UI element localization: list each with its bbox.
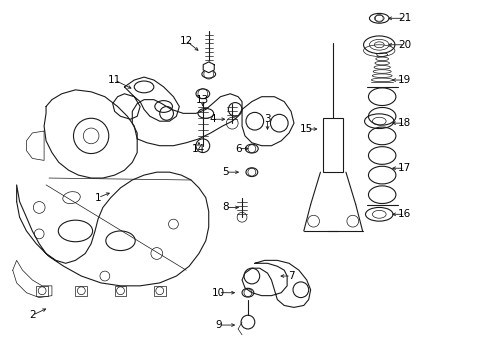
Text: 5: 5 <box>222 167 228 177</box>
Text: 9: 9 <box>215 320 222 330</box>
Text: 14: 14 <box>192 144 205 154</box>
Text: 12: 12 <box>179 36 192 46</box>
Text: 16: 16 <box>397 209 410 219</box>
Text: 17: 17 <box>397 163 410 173</box>
Text: 20: 20 <box>397 40 410 50</box>
Text: 19: 19 <box>397 75 410 85</box>
Text: 2: 2 <box>29 310 36 320</box>
Text: 13: 13 <box>196 95 209 105</box>
Text: 21: 21 <box>397 13 410 23</box>
Text: 4: 4 <box>209 114 216 124</box>
Text: 11: 11 <box>108 75 121 85</box>
Text: 6: 6 <box>234 144 241 154</box>
Text: 8: 8 <box>222 202 228 212</box>
Polygon shape <box>203 62 214 73</box>
Bar <box>323 118 342 172</box>
Bar <box>154 286 165 296</box>
Text: 7: 7 <box>287 271 294 281</box>
Text: 15: 15 <box>300 124 313 134</box>
Bar <box>114 286 126 296</box>
Bar <box>75 286 87 296</box>
Text: 18: 18 <box>397 118 410 128</box>
Text: 10: 10 <box>211 288 224 298</box>
Bar <box>36 286 48 296</box>
Text: 1: 1 <box>95 193 101 203</box>
Text: 3: 3 <box>264 114 270 124</box>
